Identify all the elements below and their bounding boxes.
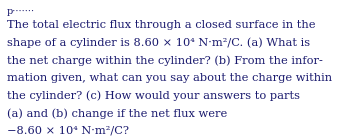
- Text: (a) and (b) change if the net flux were: (a) and (b) change if the net flux were: [7, 108, 228, 119]
- Text: The total electric flux through a closed surface in the: The total electric flux through a closed…: [7, 20, 316, 30]
- Text: mation given, what can you say about the charge within: mation given, what can you say about the…: [7, 73, 332, 83]
- Text: p·······: p·······: [7, 7, 35, 16]
- Text: the cylinder? (c) How would your answers to parts: the cylinder? (c) How would your answers…: [7, 91, 300, 101]
- Text: shape of a cylinder is 8.60 × 10⁴ N·m²/C. (a) What is: shape of a cylinder is 8.60 × 10⁴ N·m²/C…: [7, 37, 310, 48]
- Text: the net charge within the cylinder? (b) From the infor-: the net charge within the cylinder? (b) …: [7, 55, 323, 66]
- Text: −8.60 × 10⁴ N·m²/C?: −8.60 × 10⁴ N·m²/C?: [7, 126, 129, 136]
